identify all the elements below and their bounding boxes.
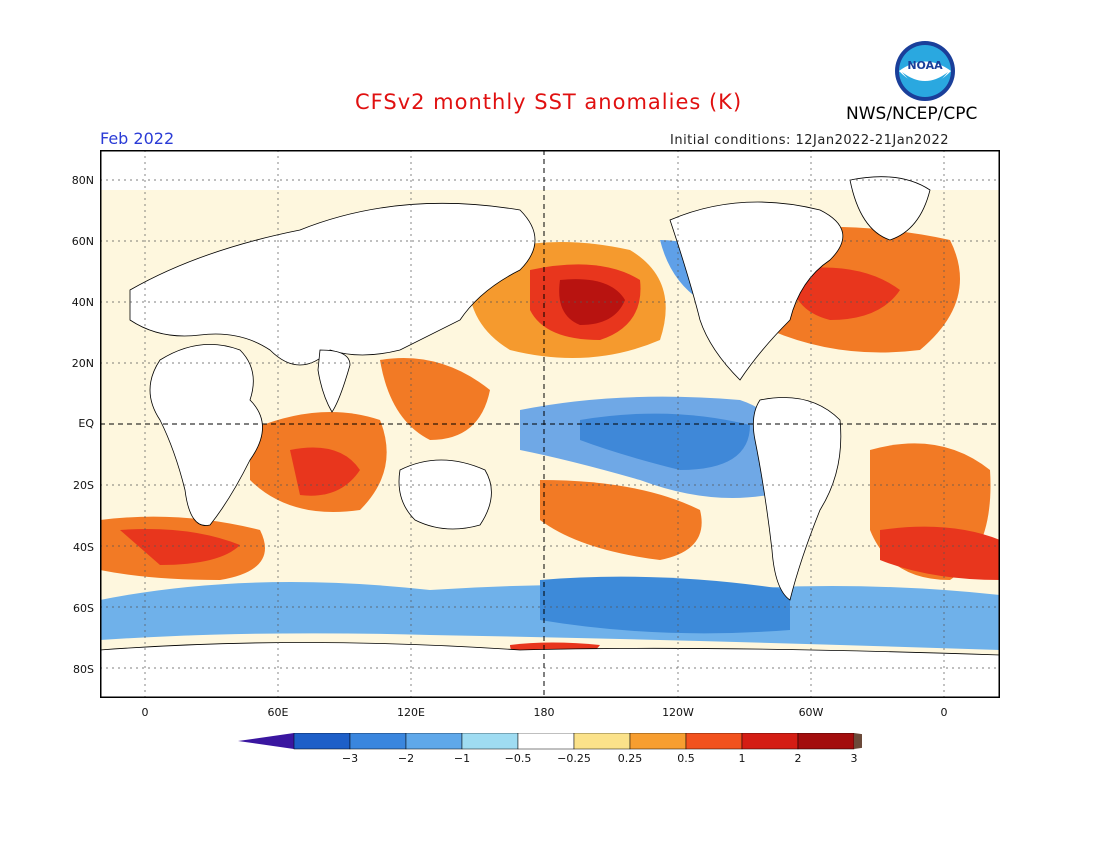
colorbar-tick-label: 2 xyxy=(794,752,802,765)
lat-label: EQ xyxy=(78,417,94,430)
colorbar xyxy=(238,733,862,750)
colorbar-tick-label: 0.25 xyxy=(617,752,643,765)
colorbar-tick-label: 3 xyxy=(850,752,858,765)
colorbar-box xyxy=(629,733,687,750)
lon-label: 60E xyxy=(267,706,289,719)
colorbar-tick-label: −3 xyxy=(341,752,359,765)
lon-label: 0 xyxy=(940,706,948,719)
colorbar-tick-label: 0.5 xyxy=(677,752,695,765)
lat-label: 20S xyxy=(73,479,94,492)
colorbar-tick-label: −2 xyxy=(397,752,415,765)
colorbar-tick-label: −0.25 xyxy=(557,752,591,765)
colorbar-over-triangle xyxy=(854,733,862,749)
initial-conditions: Initial conditions: 12Jan2022-21Jan2022 xyxy=(670,133,950,148)
forecast-month: Feb 2022 xyxy=(100,129,175,148)
gridlines xyxy=(100,150,1000,698)
colorbar-tick-label: −0.5 xyxy=(504,752,532,765)
lon-label: 120E xyxy=(397,706,425,719)
lat-label: 40N xyxy=(71,296,94,309)
anomaly-field xyxy=(100,190,1000,662)
colorbar-box xyxy=(293,733,351,750)
lon-label: 120W xyxy=(662,706,694,719)
colorbar-box xyxy=(741,733,799,750)
logo-text: NOAA xyxy=(907,59,943,72)
colorbar-box xyxy=(405,733,463,750)
colorbar-box xyxy=(573,733,631,750)
chart-title: CFSv2 monthly SST anomalies (K) xyxy=(355,90,743,114)
lon-label: 60W xyxy=(798,706,824,719)
lat-label: 60S xyxy=(73,602,94,615)
lat-label: 40S xyxy=(73,541,94,554)
lon-label: 180 xyxy=(533,706,555,719)
colorbar-under-triangle xyxy=(238,733,294,749)
lon-label: 0 xyxy=(141,706,149,719)
noaa-logo-icon: NOAA xyxy=(895,41,955,101)
continents xyxy=(100,176,1000,698)
lat-label: 60N xyxy=(71,235,94,248)
colorbar-box xyxy=(685,733,743,750)
lat-label: 20N xyxy=(71,357,94,370)
colorbar-tick-label: −1 xyxy=(453,752,471,765)
sst-anomaly-map xyxy=(100,150,1000,698)
colorbar-tick-label: 1 xyxy=(738,752,746,765)
colorbar-box xyxy=(797,733,855,750)
colorbar-box xyxy=(461,733,519,750)
colorbar-box xyxy=(517,733,575,750)
lat-label: 80N xyxy=(71,174,94,187)
agency-label: NWS/NCEP/CPC xyxy=(846,104,978,124)
map-frame xyxy=(100,150,1000,698)
lat-label: 80S xyxy=(73,663,94,676)
colorbar-box xyxy=(349,733,407,750)
